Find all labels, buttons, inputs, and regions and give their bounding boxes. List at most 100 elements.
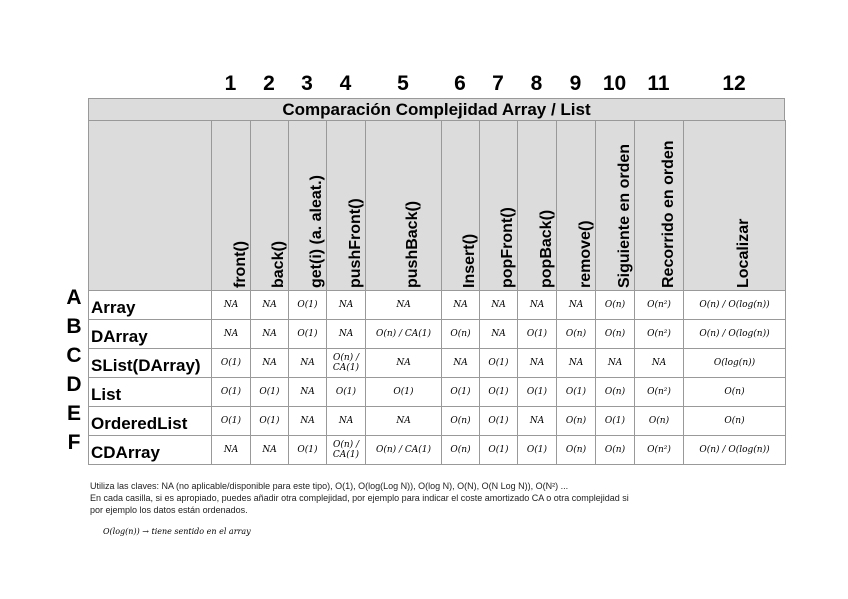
column-number: 12	[722, 72, 746, 95]
table-cell: NA	[326, 319, 366, 349]
table-cell: O(1)	[517, 435, 557, 465]
table-cell: NA	[288, 377, 327, 407]
table-cell: O(1)	[441, 377, 480, 407]
table-cell: O(n)	[595, 435, 635, 465]
column-header: pushBack()	[365, 120, 442, 291]
table-cell: O(n)	[595, 290, 635, 320]
table-cell: O(n)	[441, 406, 480, 436]
table-cell: O(1)	[479, 377, 518, 407]
column-number: 3	[301, 72, 313, 95]
table-cell: O(n) / O(log(n))	[683, 319, 786, 349]
table-cell: O(1)	[250, 406, 289, 436]
table-cell: NA	[211, 319, 251, 349]
column-header-text: popFront()	[499, 207, 516, 288]
table-cell: O(n)	[595, 319, 635, 349]
row-letter: D	[66, 373, 82, 396]
table-cell: O(1)	[211, 348, 251, 378]
table-cell: NA	[479, 319, 518, 349]
table-cell: NA	[250, 290, 289, 320]
column-header: front()	[211, 120, 251, 291]
note-line: por ejemplo los datos están ordenados.	[90, 505, 248, 515]
table-cell: O(1)	[517, 319, 557, 349]
row-letter: C	[66, 344, 82, 367]
column-header-text: pushFront()	[346, 198, 364, 288]
table-cell: O(1)	[479, 406, 518, 436]
column-header-text: popBack()	[537, 209, 555, 288]
row-letter: A	[66, 286, 82, 309]
table-cell: NA	[517, 348, 557, 378]
table-cell: NA	[365, 290, 442, 320]
column-header: popFront()	[479, 120, 518, 291]
column-header: popBack()	[517, 120, 557, 291]
table-cell: O(n)	[556, 435, 596, 465]
table-cell: O(n)	[595, 377, 635, 407]
table-cell: NA	[288, 348, 327, 378]
column-number: 11	[647, 72, 670, 95]
column-number: 10	[602, 72, 627, 95]
table-cell: O(1)	[288, 319, 327, 349]
row-name: OrderedList	[88, 406, 212, 436]
table-cell: NA	[365, 348, 442, 378]
column-header: Siguiente en orden	[595, 120, 635, 291]
table-cell: O(n)	[441, 319, 480, 349]
table-cell: O(n)	[683, 377, 786, 407]
table-cell: NA	[250, 435, 289, 465]
table-cell: O(n)	[683, 406, 786, 436]
column-header-text: Insert()	[461, 233, 478, 288]
column-number: 1	[224, 72, 237, 95]
table-cell: O(1)	[595, 406, 635, 436]
column-header-text: back()	[270, 240, 287, 288]
table-cell: NA	[441, 348, 480, 378]
row-letter: B	[66, 315, 82, 338]
table-cell: O(n) / CA(1)	[326, 348, 366, 378]
row-name: DArray	[88, 319, 212, 349]
table-cell: NA	[211, 290, 251, 320]
table-cell: NA	[634, 348, 684, 378]
row-letter: F	[67, 431, 81, 454]
table-cell: O(1)	[211, 406, 251, 436]
table-cell: O(n)	[556, 319, 596, 349]
column-header-text: remove()	[576, 220, 594, 288]
table-title: Comparación Complejidad Array / List	[88, 98, 785, 121]
table-cell: O(1)	[556, 377, 596, 407]
column-header: Insert()	[441, 120, 480, 291]
column-header-text: front()	[231, 240, 249, 288]
column-number: 2	[263, 72, 275, 95]
table-cell: NA	[326, 406, 366, 436]
table-cell: O(1)	[479, 348, 518, 378]
row-name: CDArray	[88, 435, 212, 465]
column-header-text: Recorrido en orden	[659, 140, 677, 288]
table-cell: O(n²)	[634, 319, 684, 349]
table-cell: O(n)	[441, 435, 480, 465]
table-cell: O(1)	[479, 435, 518, 465]
table-cell: O(n²)	[634, 290, 684, 320]
table-cell: O(n²)	[634, 377, 684, 407]
table-cell: O(1)	[250, 377, 289, 407]
table-cell: NA	[556, 290, 596, 320]
row-name: SList(DArray)	[88, 348, 212, 378]
table-cell: O(n) / CA(1)	[326, 435, 366, 465]
table-cell: NA	[288, 406, 327, 436]
table-cell: O(1)	[365, 377, 442, 407]
column-number: 6	[454, 72, 466, 95]
table-cell: NA	[250, 348, 289, 378]
row-name: Array	[88, 290, 212, 320]
note-line: En cada casilla, si es apropiado, puedes…	[90, 493, 629, 503]
table-cell: O(n)	[634, 406, 684, 436]
row-letter: E	[66, 402, 81, 425]
table-cell: O(n) / O(log(n))	[683, 290, 786, 320]
header-corner	[88, 120, 212, 291]
column-header: pushFront()	[326, 120, 366, 291]
note-line: Utiliza las claves: NA (no aplicable/dis…	[90, 481, 569, 491]
table-cell: O(1)	[211, 377, 251, 407]
table-cell: O(1)	[288, 290, 327, 320]
table-cell: O(n) / O(log(n))	[683, 435, 786, 465]
column-number: 9	[569, 72, 582, 95]
column-header-text: pushBack()	[404, 200, 421, 288]
column-number: 5	[397, 72, 409, 95]
table-cell: NA	[595, 348, 635, 378]
table-cell: NA	[556, 348, 596, 378]
column-header-text: Localizar	[735, 218, 752, 288]
table-cell: NA	[365, 406, 442, 436]
